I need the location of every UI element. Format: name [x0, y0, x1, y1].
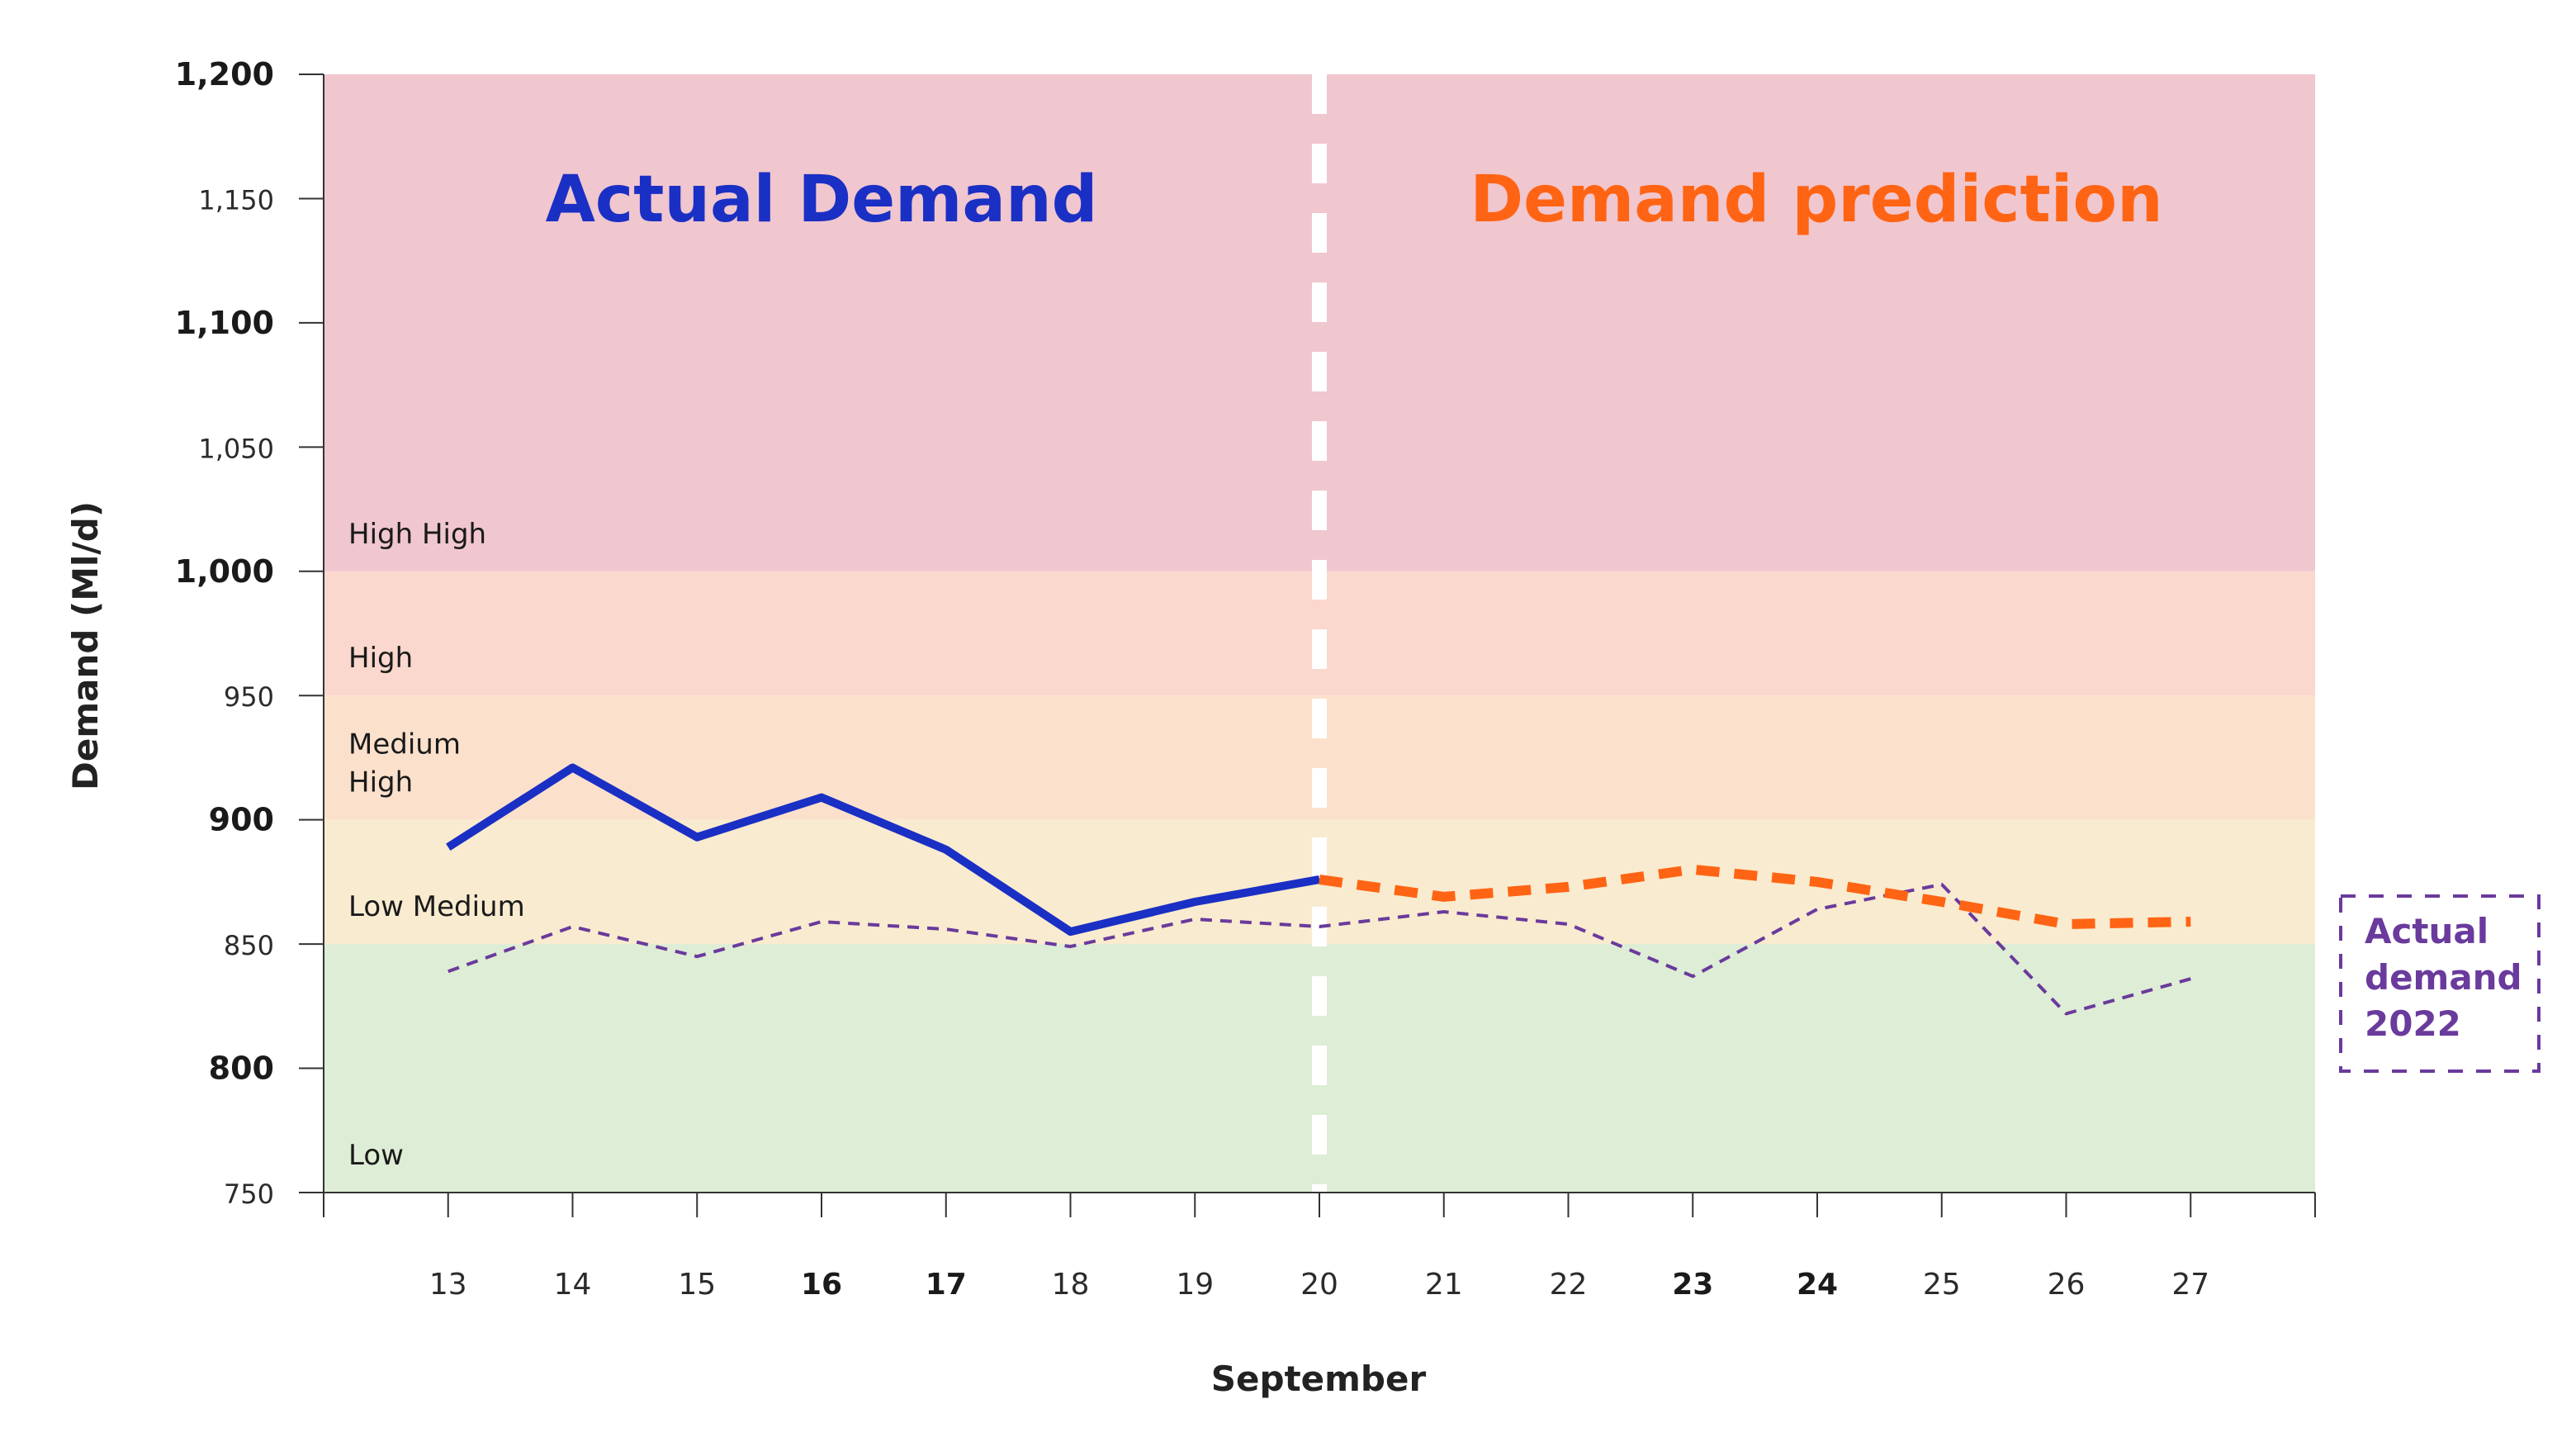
x-tick-label: 13	[429, 1268, 467, 1302]
y-tick-label: 950	[224, 681, 274, 713]
y-axis-title: Demand (Ml/d)	[65, 501, 106, 790]
x-tick-label: 17	[926, 1268, 967, 1302]
region-title-prediction: Demand prediction	[1470, 163, 2162, 237]
y-tick-label: 850	[224, 930, 274, 961]
band-label-low: Low	[348, 1139, 404, 1172]
chart-series	[446, 763, 2191, 1016]
y-tick-label: 1,100	[175, 305, 274, 341]
series-line-demand-prediction	[1319, 864, 2191, 929]
x-tick-label: 23	[1672, 1268, 1713, 1302]
y-tick-label: 1,000	[175, 553, 274, 590]
x-tick-label: 21	[1425, 1268, 1463, 1302]
y-tick-label: 750	[224, 1179, 274, 1210]
x-tick-label: 16	[801, 1268, 842, 1302]
region-title-actual: Actual Demand	[546, 163, 1098, 237]
x-tick-label: 24	[1797, 1268, 1838, 1302]
y-tick-label: 1,050	[198, 433, 274, 464]
y-tick-label: 1,150	[198, 184, 274, 216]
x-tick-label: 19	[1176, 1268, 1214, 1302]
x-tick-label: 27	[2171, 1268, 2209, 1302]
x-axis-title: September	[1211, 1359, 1427, 1399]
legend-box	[2339, 894, 2540, 1073]
band-label-high-high: High High	[348, 518, 486, 551]
demand-band-labels: High High High Medium High Low Medium Low	[348, 518, 525, 1172]
x-tick-label: 20	[1300, 1268, 1338, 1302]
y-tick-label: 800	[209, 1050, 274, 1087]
band-label-high: High	[348, 642, 413, 675]
series-line-actual-demand	[446, 763, 1320, 937]
legend-label: Actual demand 2022	[2365, 911, 2522, 1044]
band-label-low-medium: Low Medium	[348, 890, 525, 923]
x-tick-label: 25	[1923, 1268, 1961, 1302]
band-label-medium-high: Medium High	[348, 728, 461, 799]
y-tick-label: 1,200	[175, 56, 274, 92]
x-tick-label: 22	[1550, 1268, 1588, 1302]
x-tick-label: 15	[678, 1268, 716, 1302]
legend: Actual demand 2022	[2339, 894, 2540, 1073]
x-tick-label: 14	[554, 1268, 592, 1302]
x-tick-label: 18	[1052, 1268, 1090, 1302]
y-axis-ticks: 1,200 1,150 1,100 1,050 1,000 950 900 850 800 750	[175, 56, 324, 1210]
y-tick-label: 900	[209, 802, 274, 838]
x-tick-label: 26	[2048, 1268, 2086, 1302]
x-axis-ticks: 13 14 15 16 17 18 19 20 21 22 23 24 25 26 27	[323, 1193, 2316, 1302]
series-line-actual-demand-2022	[447, 882, 2191, 1016]
